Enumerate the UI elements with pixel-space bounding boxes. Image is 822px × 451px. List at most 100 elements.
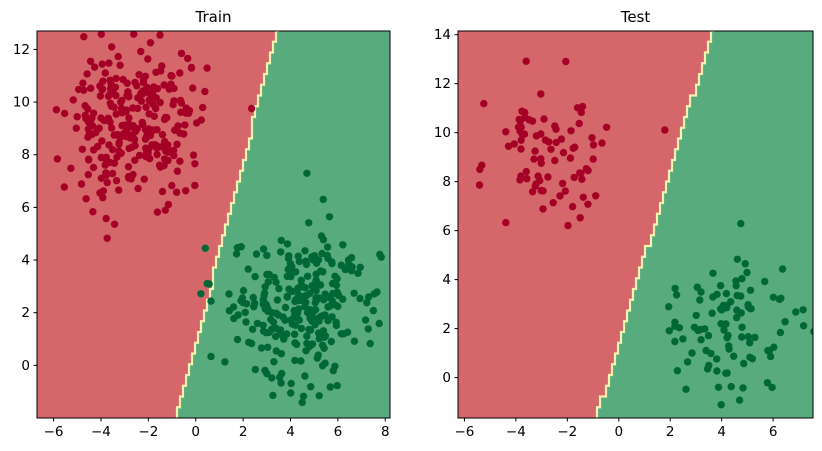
scatter-point [203, 64, 211, 72]
scatter-point [108, 145, 117, 154]
scatter-point [475, 181, 484, 189]
scatter-point [776, 328, 785, 337]
scatter-point [257, 344, 266, 352]
scatter-point [764, 346, 772, 355]
scatter-point [722, 289, 731, 298]
scatter-point [270, 324, 279, 332]
scatter-point [169, 146, 178, 155]
scatter-point [702, 346, 710, 355]
scatter-point [158, 187, 167, 196]
scatter-point [73, 113, 81, 121]
scatter-point [176, 157, 184, 165]
scatter-point [713, 367, 721, 375]
scatter-point [129, 170, 137, 179]
x-tick-label: 6 [769, 424, 778, 440]
scatter-point [112, 176, 121, 185]
scatter-point [291, 356, 299, 365]
scatter-point [251, 299, 259, 307]
scatter-point [331, 362, 339, 370]
scatter-point [688, 349, 696, 357]
scatter-point [60, 109, 69, 118]
test-plot-title: Test [620, 8, 651, 26]
scatter-point [290, 330, 299, 338]
scatter-point [720, 326, 728, 334]
scatter-point [717, 401, 725, 409]
scatter-point [122, 130, 130, 138]
scatter-point [333, 288, 341, 296]
scatter-point [746, 286, 755, 294]
scatter-point [567, 127, 575, 135]
scatter-point [683, 358, 692, 366]
scatter-point [104, 92, 113, 100]
scatter-point [90, 63, 99, 71]
scatter-point [135, 151, 144, 160]
scatter-point [402, 289, 409, 296]
scatter-point [99, 187, 108, 195]
scatter-point [285, 285, 293, 293]
scatter-point [297, 324, 306, 333]
scatter-point [259, 321, 267, 329]
scatter-point [142, 149, 151, 157]
scatter-point [343, 328, 352, 336]
scatter-point [297, 296, 305, 305]
scatter-point [277, 248, 285, 256]
scatter-point [156, 31, 164, 39]
scatter-point [201, 244, 209, 252]
scatter-point [118, 121, 126, 130]
scatter-point [516, 117, 524, 126]
scatter-point [244, 265, 252, 273]
scatter-point [770, 343, 778, 351]
scatter-point [733, 291, 741, 300]
scatter-point [679, 335, 687, 343]
scatter-point [682, 385, 690, 393]
scatter-point [284, 254, 293, 263]
scatter-point [283, 240, 292, 248]
scatter-point [97, 31, 105, 38]
scatter-point [326, 383, 334, 391]
scatter-point [153, 208, 162, 216]
scatter-point [81, 111, 90, 120]
scatter-point [277, 236, 285, 245]
scatter-point [263, 270, 271, 279]
scatter-point [799, 306, 807, 314]
train-plot-title: Train [195, 8, 232, 26]
scatter-point [97, 174, 106, 182]
scatter-point [763, 379, 772, 387]
scatter-point [275, 284, 283, 293]
scatter-point [131, 127, 140, 136]
scatter-point [259, 245, 268, 253]
scatter-point [134, 104, 142, 113]
scatter-point [164, 200, 173, 209]
scatter-point [589, 141, 598, 149]
scatter-point [766, 352, 775, 361]
scatter-point [366, 339, 374, 348]
scatter-point [268, 374, 276, 382]
scatter-point [129, 122, 137, 130]
scatter-point [263, 251, 271, 260]
scatter-point [422, 205, 429, 212]
scatter-point [727, 382, 735, 391]
scatter-point [81, 102, 89, 110]
scatter-point [269, 318, 278, 326]
scatter-point [320, 296, 328, 304]
scatter-point [724, 331, 732, 340]
scatter-point [187, 63, 196, 72]
scatter-point [709, 269, 717, 277]
scatter-point [287, 379, 295, 388]
scatter-point [292, 268, 300, 276]
y-tick-label: 10 [13, 95, 30, 111]
scatter-point [106, 76, 114, 84]
scatter-point [510, 140, 518, 148]
scatter-point [80, 33, 88, 41]
scatter-point [141, 126, 150, 134]
scatter-point [539, 205, 547, 213]
scatter-point [326, 302, 334, 310]
scatter-point [530, 155, 538, 163]
scatter-point [134, 184, 142, 193]
scatter-point [197, 116, 205, 124]
scatter-point [272, 278, 280, 286]
scatter-point [181, 121, 189, 129]
scatter-point [184, 54, 192, 63]
scatter-point [318, 362, 327, 370]
